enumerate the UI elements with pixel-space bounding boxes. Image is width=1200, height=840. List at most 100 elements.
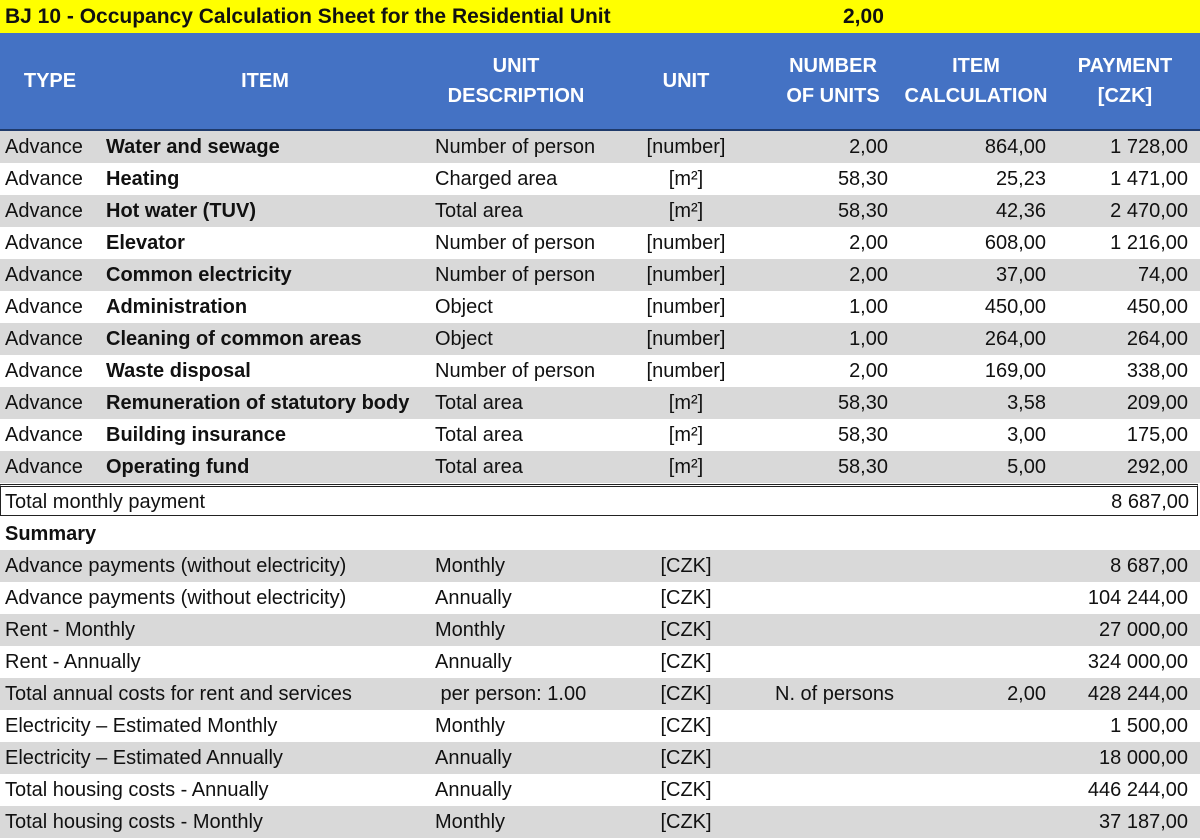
item-cell: Operating fund: [106, 456, 250, 478]
summary-unit-cell: [CZK]: [660, 715, 712, 737]
unit-description-cell: Total area: [435, 392, 523, 414]
unit-description-cell: Object: [435, 328, 493, 350]
item-calculation-cell: 3,58: [1007, 392, 1046, 414]
summary-row: Advance payments (without electricity) Mo…: [0, 550, 1200, 582]
type-cell: Advance: [5, 360, 83, 382]
number-of-units-cell: 58,30: [837, 200, 888, 222]
type-cell: Advance: [5, 392, 83, 414]
table-row: Advance Heating Charged area [m²] 58,30 25,23…: [0, 163, 1200, 195]
summary-period-cell: Monthly: [435, 715, 506, 737]
item-cell: Common electricity: [106, 264, 292, 286]
summary-label-cell: Electricity – Estimated Annually: [5, 747, 283, 769]
type-cell: Advance: [5, 136, 83, 158]
summary-value-cell: 1 500,00: [1110, 715, 1188, 737]
header-number-of-units: NUMBER OF UNITS: [786, 55, 880, 107]
payment-cell: 292,00: [1126, 456, 1188, 478]
number-of-units-cell: 2,00: [849, 360, 888, 382]
number-of-units-cell: 1,00: [849, 328, 888, 350]
summary-row: Electricity – Estimated Monthly Monthly [C…: [0, 710, 1200, 742]
type-cell: Advance: [5, 264, 83, 286]
table-row: Advance Remuneration of statutory body Tot…: [0, 387, 1200, 419]
summary-extra-value-cell: [896, 774, 1046, 806]
summary-extra-label-cell: [775, 710, 896, 742]
payment-cell: 175,00: [1126, 424, 1188, 446]
summary-row: Advance payments (without electricity) An…: [0, 582, 1200, 614]
number-of-units-cell: 2,00: [849, 264, 888, 286]
type-cell: Advance: [5, 424, 83, 446]
unit-cell: [m²]: [668, 456, 704, 478]
summary-unit-cell: [CZK]: [660, 587, 712, 609]
summary-period-cell: Annually: [435, 651, 512, 673]
item-cell: Elevator: [106, 232, 185, 254]
table-row: Advance Elevator Number of person [number] 2…: [0, 227, 1200, 259]
summary-extra-value-cell: [896, 646, 1046, 678]
item-calculation-cell: 5,00: [1007, 456, 1046, 478]
summary-extra-label-cell: [775, 614, 896, 646]
header-item-calculation: ITEM CALCULATION: [904, 55, 1048, 107]
number-of-units-cell: 2,00: [849, 232, 888, 254]
summary-extra-value-cell: [896, 710, 1046, 742]
item-cell: Cleaning of common areas: [106, 328, 362, 350]
summary-unit-cell: [CZK]: [660, 651, 712, 673]
payment-cell: 1 471,00: [1110, 168, 1188, 190]
summary-period-cell: Monthly: [435, 811, 506, 833]
summary-label-cell: Electricity – Estimated Monthly: [5, 715, 278, 737]
summary-row: Total housing costs - Annually Annually [C…: [0, 774, 1200, 806]
summary-extra-value-cell: [896, 806, 1046, 838]
unit-description-cell: Charged area: [435, 168, 558, 190]
summary-label-cell: Rent - Annually: [5, 651, 141, 673]
sheet-title: BJ 10 - Occupancy Calculation Sheet for …: [5, 5, 611, 28]
summary-unit-cell: [CZK]: [660, 683, 712, 705]
summary-unit-cell: [CZK]: [660, 779, 712, 801]
payment-cell: 74,00: [1137, 264, 1188, 286]
summary-extra-label-cell: [775, 742, 896, 774]
summary-label-cell: Total housing costs - Monthly: [5, 811, 263, 833]
type-cell: Advance: [5, 296, 83, 318]
number-of-units-cell: 2,00: [849, 136, 888, 158]
unit-cell: [number]: [646, 232, 726, 254]
item-cell: Remuneration of statutory body: [106, 392, 410, 414]
item-calculation-cell: 864,00: [984, 136, 1046, 158]
unit-cell: [m²]: [668, 424, 704, 446]
number-of-units-cell: 58,30: [837, 456, 888, 478]
summary-value-cell: 104 244,00: [1087, 587, 1188, 609]
item-calculation-cell: 25,23: [995, 168, 1046, 190]
summary-label-cell: Advance payments (without electricity): [5, 587, 347, 609]
item-calculation-cell: 42,36: [995, 200, 1046, 222]
summary-period-cell: Annually: [435, 747, 512, 769]
item-cell: Waste disposal: [106, 360, 251, 382]
payment-cell: 209,00: [1126, 392, 1188, 414]
payment-cell: 264,00: [1126, 328, 1188, 350]
title-value: 2,00: [843, 5, 884, 28]
table-row: Advance Administration Object [number] 1,00 4…: [0, 291, 1200, 323]
summary-extra-value-cell: [896, 742, 1046, 774]
summary-row: Rent - Monthly Monthly [CZK] 27 000,00: [0, 614, 1200, 646]
unit-cell: [number]: [646, 296, 726, 318]
unit-description-cell: Object: [435, 296, 493, 318]
unit-cell: [number]: [646, 360, 726, 382]
payment-cell: 450,00: [1126, 296, 1188, 318]
unit-cell: [m²]: [668, 392, 704, 414]
summary-extra-label-cell: [775, 774, 896, 806]
summary-label-cell: Total housing costs - Annually: [5, 779, 269, 801]
summary-value-cell: 324 000,00: [1087, 651, 1188, 673]
table-row: Advance Building insurance Total area [m²] 5…: [0, 419, 1200, 451]
header-unit-description: UNIT DESCRIPTION: [447, 55, 585, 107]
summary-value-cell: 428 244,00: [1087, 683, 1188, 705]
summary-row: Electricity – Estimated Annually Annually…: [0, 742, 1200, 774]
payment-cell: 1 728,00: [1110, 136, 1188, 158]
summary-period-cell: Monthly: [435, 555, 506, 577]
item-cell: Heating: [106, 168, 180, 190]
summary-extra-label-cell: [775, 550, 896, 582]
summary-extra-label-cell: [775, 806, 896, 838]
total-value: 8 687,00: [1111, 491, 1189, 513]
item-cell: Administration: [106, 296, 248, 318]
summary-unit-cell: [CZK]: [660, 555, 712, 577]
number-of-units-cell: 58,30: [837, 392, 888, 414]
summary-value-cell: 27 000,00: [1099, 619, 1188, 641]
item-cell: Building insurance: [106, 424, 287, 446]
unit-cell: [m²]: [668, 200, 704, 222]
summary-value-cell: 446 244,00: [1087, 779, 1188, 801]
item-calculation-cell: 169,00: [984, 360, 1046, 382]
